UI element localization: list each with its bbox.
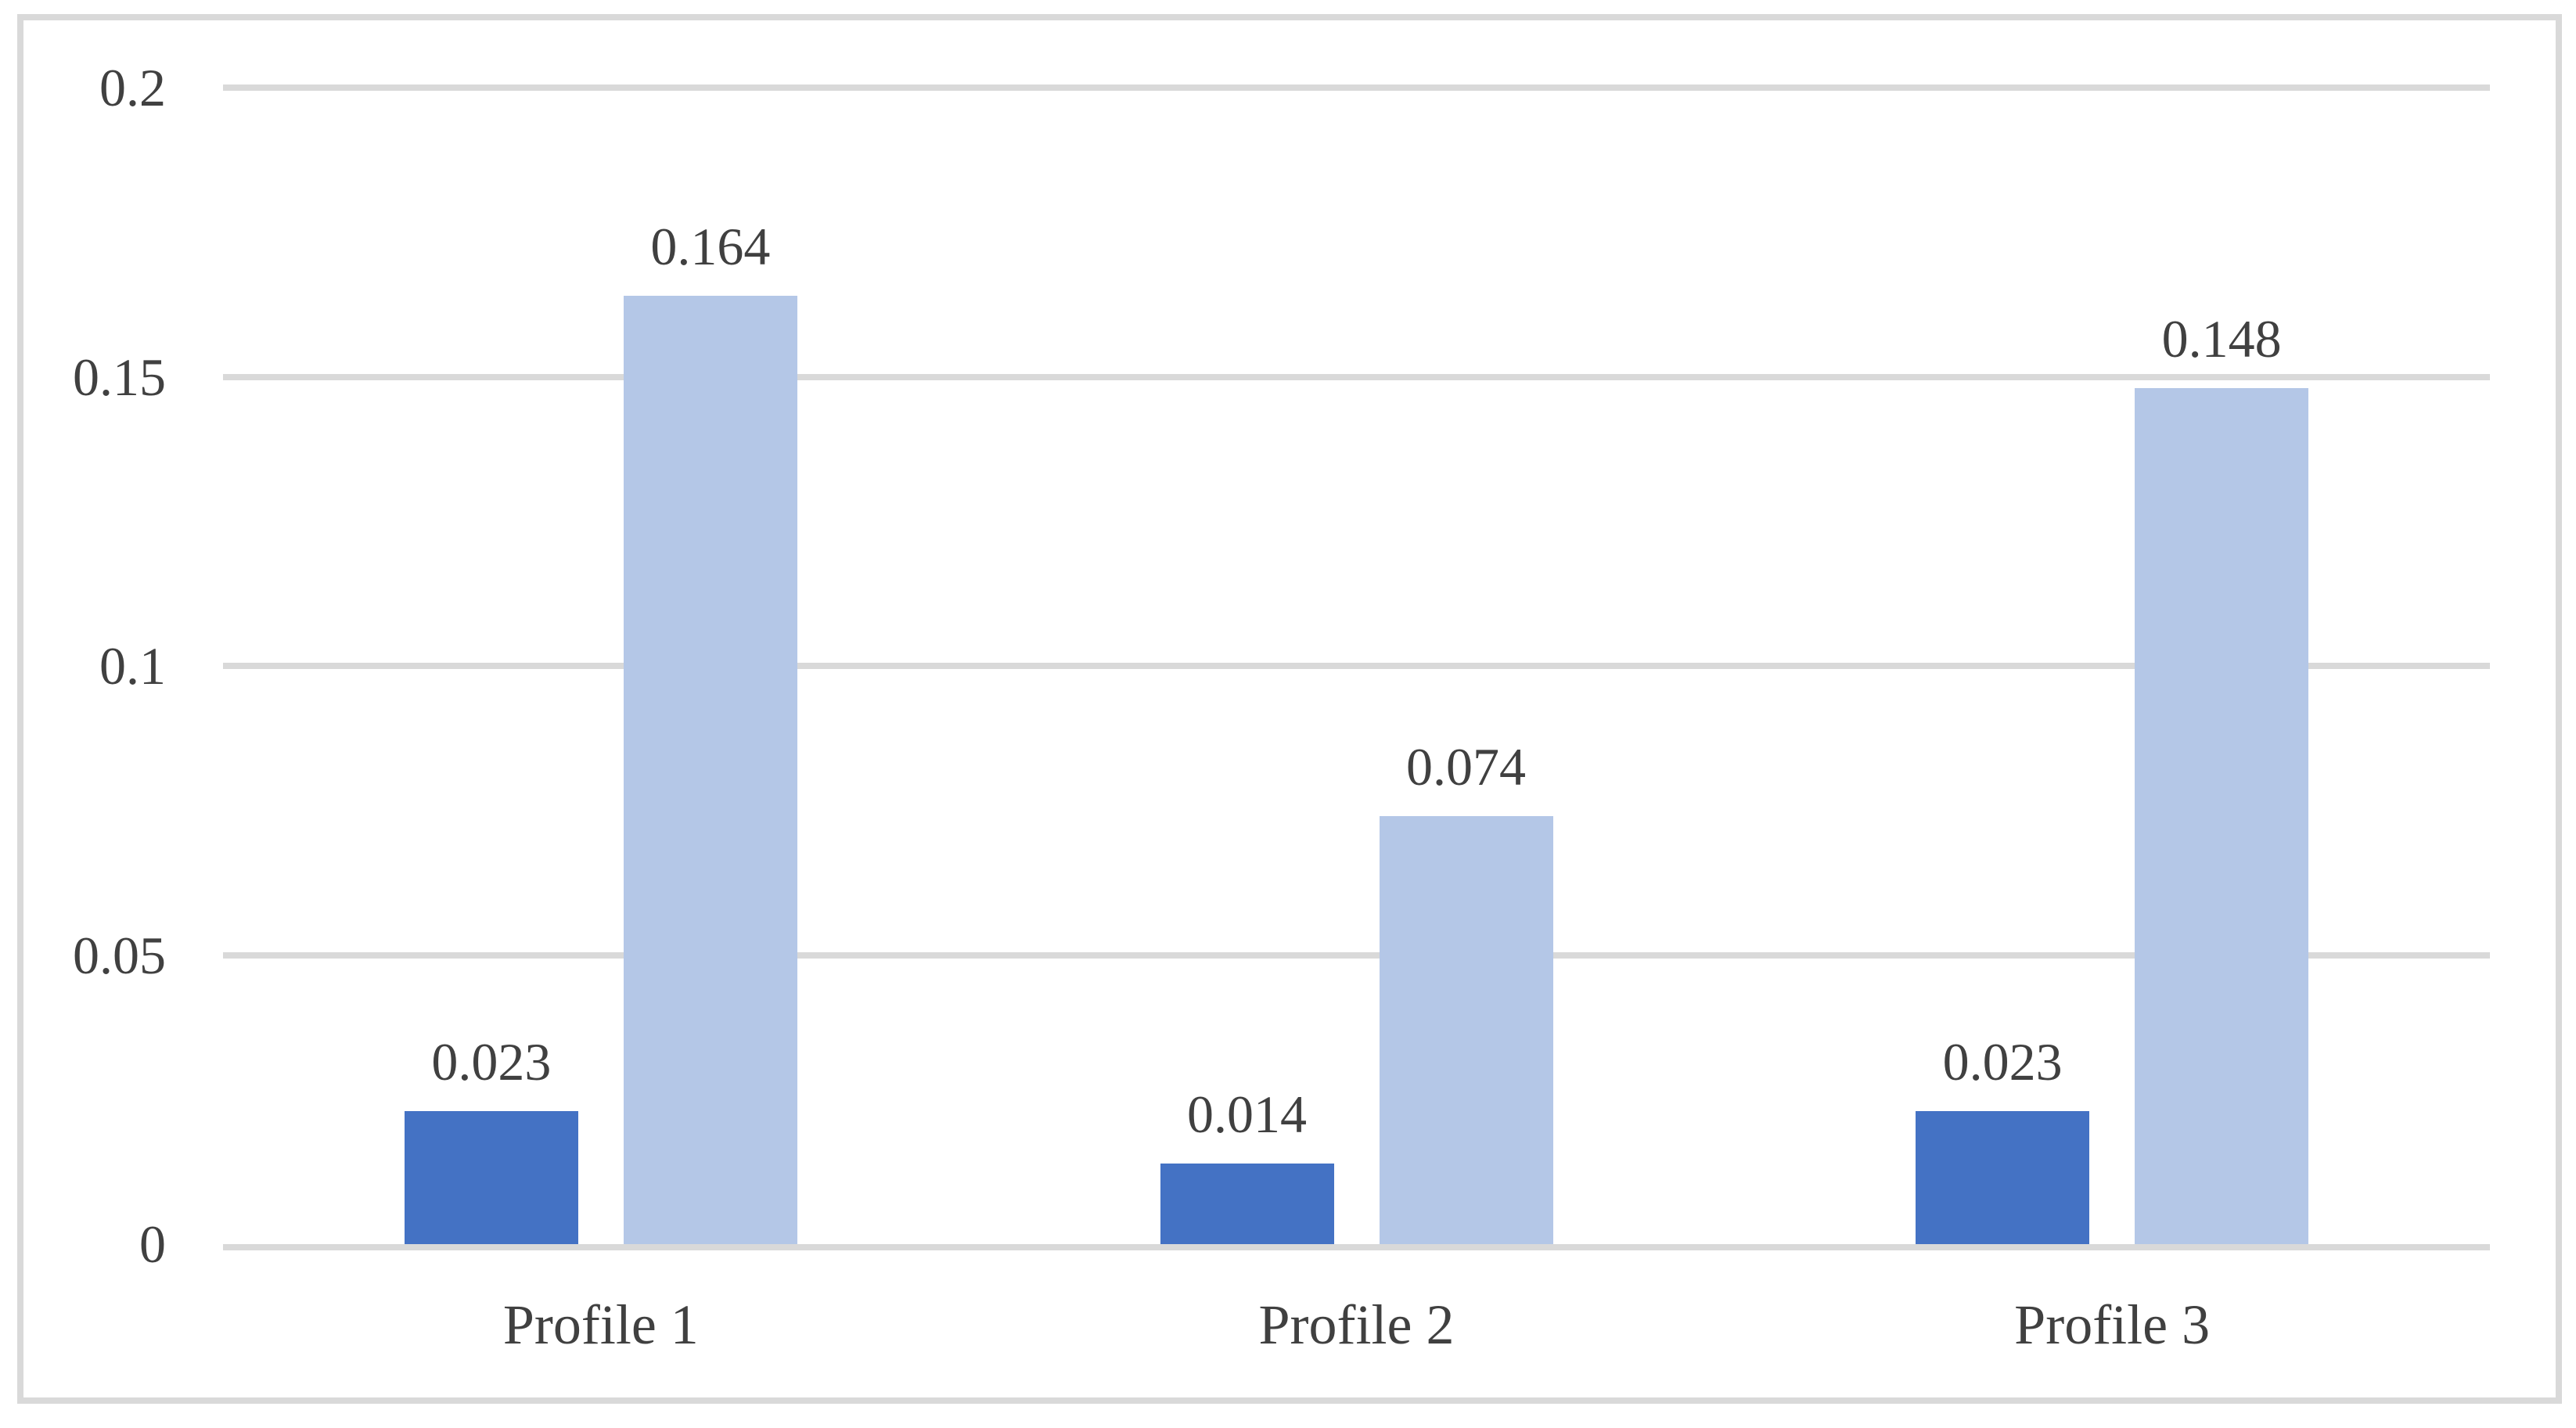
plot-area: 0.023 0.014 0.023 0.164 0.074 0.148	[223, 85, 2490, 1250]
bar-light-blue-series-profile-3	[2135, 388, 2309, 1244]
bar-dark-blue-series-profile-2	[1160, 1163, 1334, 1244]
data-label-dark-blue-series-profile-3: 0.023	[1942, 1032, 2063, 1092]
x-category-label-profile-2: Profile 2	[1258, 1293, 1455, 1356]
data-label-dark-blue-series-profile-1: 0.023	[431, 1032, 552, 1092]
gridline	[223, 951, 2490, 959]
y-tick-label: 0.1	[99, 636, 166, 696]
x-axis: Profile 1 Profile 2 Profile 3	[223, 1290, 2490, 1383]
y-tick-label: 0.05	[73, 925, 166, 985]
x-category-label-profile-1: Profile 1	[502, 1293, 699, 1356]
data-label-light-blue-series-profile-2: 0.074	[1406, 737, 1526, 797]
y-tick-label: 0.15	[73, 347, 166, 407]
bar-light-blue-series-profile-1	[623, 296, 797, 1244]
y-axis: 0 0.05 0.1 0.15 0.2	[0, 58, 166, 1274]
x-axis-line	[223, 1244, 2490, 1250]
gridline	[223, 663, 2490, 669]
bar-light-blue-series-profile-2	[1379, 816, 1553, 1244]
bar-dark-blue-series-profile-3	[1916, 1111, 2090, 1244]
y-tick-label: 0	[139, 1214, 166, 1274]
data-label-light-blue-series-profile-3: 0.148	[2161, 309, 2282, 369]
bar-dark-blue-series-profile-1	[404, 1111, 578, 1244]
gridline	[223, 373, 2490, 380]
data-label-light-blue-series-profile-1: 0.164	[650, 217, 771, 277]
x-category-label-profile-3: Profile 3	[2014, 1293, 2211, 1356]
data-label-dark-blue-series-profile-2: 0.014	[1187, 1084, 1307, 1144]
chart-frame	[17, 14, 2562, 1404]
y-tick-label: 0.2	[99, 58, 166, 117]
gridline	[223, 85, 2490, 91]
